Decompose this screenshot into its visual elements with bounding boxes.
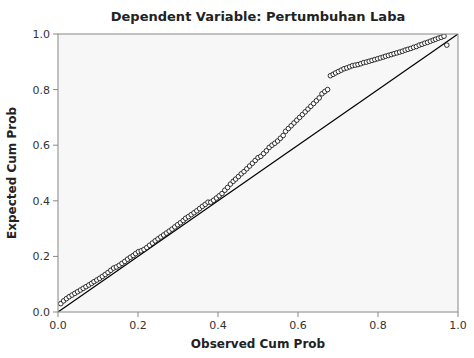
y-tick <box>53 200 58 201</box>
x-tick <box>218 312 219 317</box>
x-tick-label: 1.0 <box>449 319 467 332</box>
point <box>445 43 450 48</box>
x-tick-label: 0.2 <box>129 319 147 332</box>
plot-area <box>58 34 458 312</box>
x-tick <box>298 312 299 317</box>
point <box>442 34 447 39</box>
x-tick <box>378 312 379 317</box>
y-tick-label: 1.0 <box>33 28 51 41</box>
y-axis-label: Expected Cum Prob <box>5 107 19 239</box>
data-layer <box>58 34 458 312</box>
y-tick <box>53 34 58 35</box>
y-tick-label: 0.2 <box>33 250 51 263</box>
point <box>325 87 330 92</box>
x-tick <box>58 312 59 317</box>
y-tick <box>53 89 58 90</box>
point <box>317 96 322 101</box>
y-tick-label: 0.0 <box>33 306 51 319</box>
x-tick-label: 0.6 <box>289 319 307 332</box>
x-tick <box>138 312 139 317</box>
plot-frame <box>58 34 458 312</box>
y-tick-label: 0.6 <box>33 139 51 152</box>
y-tick <box>53 145 58 146</box>
x-tick-label: 0.0 <box>49 319 67 332</box>
x-axis-label: Observed Cum Prob <box>191 337 326 351</box>
x-tick <box>458 312 459 317</box>
y-tick <box>53 256 58 257</box>
x-tick-label: 0.4 <box>209 319 227 332</box>
reference-line <box>58 34 458 312</box>
y-tick-label: 0.8 <box>33 84 51 97</box>
x-tick-label: 0.8 <box>369 319 387 332</box>
y-tick-label: 0.4 <box>33 195 51 208</box>
y-tick <box>53 312 58 313</box>
chart: 0.0 0.2 0.4 0.6 0.8 1.0 0.0 0.2 0.4 0.6 0.8 1.0 Depe… <box>0 0 474 358</box>
title: Dependent Variable: Pertumbuhan Laba <box>111 9 405 24</box>
